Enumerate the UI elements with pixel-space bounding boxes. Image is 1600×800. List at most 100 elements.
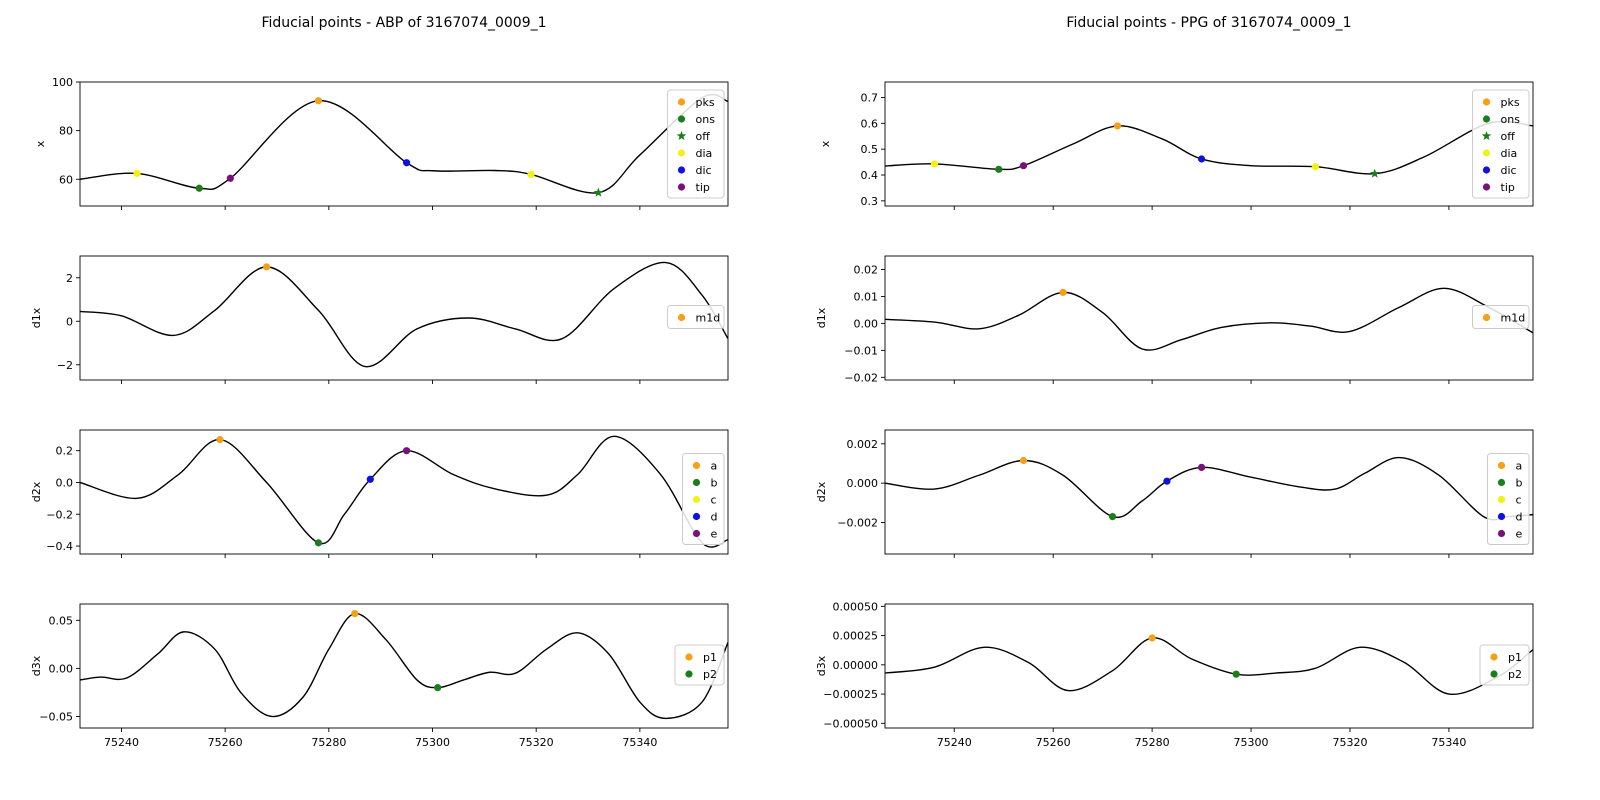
legend: m1d <box>667 305 725 329</box>
point-ons <box>995 165 1003 173</box>
legend-marker-ons <box>677 115 686 123</box>
y-tick-label: 80 <box>59 125 73 138</box>
legend-marker-m1d <box>677 313 686 322</box>
y-axis-label: d2x <box>30 481 43 502</box>
legend-marker-dic <box>677 166 686 174</box>
legend-label-c: c <box>711 494 717 507</box>
y-tick-label: −0.002 <box>837 517 878 530</box>
y-tick-label: 0.000 <box>847 477 879 490</box>
y-tick-label: −0.00025 <box>823 688 878 701</box>
point-off <box>1369 168 1380 178</box>
point-dia <box>527 170 535 178</box>
legend-label-b: b <box>711 477 718 490</box>
point-pks <box>1113 122 1122 130</box>
y-axis-label: d3x <box>815 655 828 676</box>
y-tick-label: 0.01 <box>854 290 879 303</box>
point-dia <box>930 160 939 168</box>
point-tip <box>226 174 234 182</box>
x-tick-label: 75320 <box>1332 736 1367 749</box>
legend-label-p2: p2 <box>703 668 717 681</box>
legend-marker-e <box>1497 529 1506 538</box>
y-axis-label: x <box>819 140 832 147</box>
legend-marker-pks <box>1482 98 1491 106</box>
y-tick-label: 0.0 <box>56 476 74 489</box>
legend-label-d: d <box>711 511 718 524</box>
legend-label-d: d <box>1516 511 1523 524</box>
axes-frame <box>884 429 1534 555</box>
legend-marker-p1 <box>1490 653 1498 661</box>
x-tick-label: 75260 <box>1036 736 1071 749</box>
axes-frame <box>79 603 729 729</box>
point-a <box>216 435 224 444</box>
legend-marker-dia <box>677 149 686 157</box>
point-m1d <box>263 263 271 271</box>
y-tick-label: 0.5 <box>861 143 879 156</box>
point-p2 <box>434 684 442 692</box>
legend-label-b: b <box>1516 477 1523 490</box>
y-tick-label: 0.3 <box>861 195 879 208</box>
chart-title: Fiducial points - PPG of 3167074_0009_1 <box>1066 15 1351 31</box>
legend-label-p2: p2 <box>1508 668 1522 681</box>
signal-line <box>80 261 728 368</box>
y-tick-label: −0.02 <box>844 371 878 384</box>
point-p1 <box>351 610 359 618</box>
point-p1 <box>1148 634 1156 642</box>
legend-marker-c <box>1497 495 1506 504</box>
legend-label-dic: dic <box>1501 164 1517 177</box>
x-tick-label: 75320 <box>519 736 554 749</box>
y-tick-label: 0.00050 <box>833 600 879 613</box>
y-tick-label: 0.02 <box>854 263 879 276</box>
signal-line <box>885 287 1533 351</box>
y-tick-label: −0.00050 <box>823 717 878 730</box>
y-tick-label: 0.2 <box>56 445 74 458</box>
subplot-abp-d3x: −0.05 0.00 0.05 75240 75260 75280 75300 75320 75… <box>30 603 729 749</box>
y-axis-label: d1x <box>30 307 43 328</box>
point-dia <box>133 169 141 178</box>
point-dic <box>402 159 411 167</box>
y-tick-label: −0.05 <box>39 710 73 723</box>
legend-marker-d <box>692 512 701 521</box>
legend-marker-c <box>692 495 701 504</box>
legend-marker-a <box>692 461 701 470</box>
y-tick-label: 0.6 <box>861 117 879 130</box>
y-tick-label: −0.01 <box>844 344 878 357</box>
legend-marker-off <box>676 131 687 141</box>
x-tick-label: 75240 <box>104 736 139 749</box>
point-e <box>1197 463 1206 471</box>
y-axis-label: x <box>34 140 47 147</box>
x-tick-label: 75300 <box>415 736 450 749</box>
legend: pks ons off dia dic tip <box>667 89 725 199</box>
legend-marker-m1d <box>1482 313 1491 322</box>
point-b <box>314 539 323 547</box>
legend-label-p1: p1 <box>1508 651 1522 664</box>
y-tick-label: −0.2 <box>46 508 73 521</box>
legend-label-pks: pks <box>696 96 715 109</box>
legend-marker-dic <box>1482 166 1491 174</box>
x-tick-label: 75340 <box>622 736 657 749</box>
legend-box <box>1487 453 1530 545</box>
legend-marker-dia <box>1482 149 1491 157</box>
legend-label-c: c <box>1516 494 1522 507</box>
y-tick-label: −0.4 <box>46 540 73 553</box>
point-dic <box>1197 155 1206 163</box>
y-tick-label: 0.7 <box>861 92 879 105</box>
subplot-abp-d1x: −2 0 2 d1x m1d <box>30 255 729 384</box>
subplot-ppg-d3x: −0.00050 −0.00025 0.00000 0.00025 0.00050 752… <box>815 600 1534 749</box>
axes-frame <box>884 603 1534 729</box>
legend-label-m1d: m1d <box>696 312 721 325</box>
x-tick-label: 75260 <box>208 736 243 749</box>
subplot-ppg-d1x: −0.02 −0.01 0.00 0.01 0.02 d1x m1d <box>815 255 1534 384</box>
legend-marker-ons <box>1482 115 1491 123</box>
legend: pks ons off dia dic tip <box>1472 89 1530 199</box>
legend-label-dia: dia <box>696 147 713 160</box>
legend-label-tip: tip <box>696 181 710 194</box>
y-tick-label: 0.00025 <box>833 630 879 643</box>
axes-frame <box>884 255 1534 381</box>
y-tick-label: −2 <box>57 359 73 372</box>
y-tick-label: 0.00 <box>49 662 74 675</box>
legend-label-tip: tip <box>1501 181 1515 194</box>
legend-label-a: a <box>1516 460 1523 473</box>
